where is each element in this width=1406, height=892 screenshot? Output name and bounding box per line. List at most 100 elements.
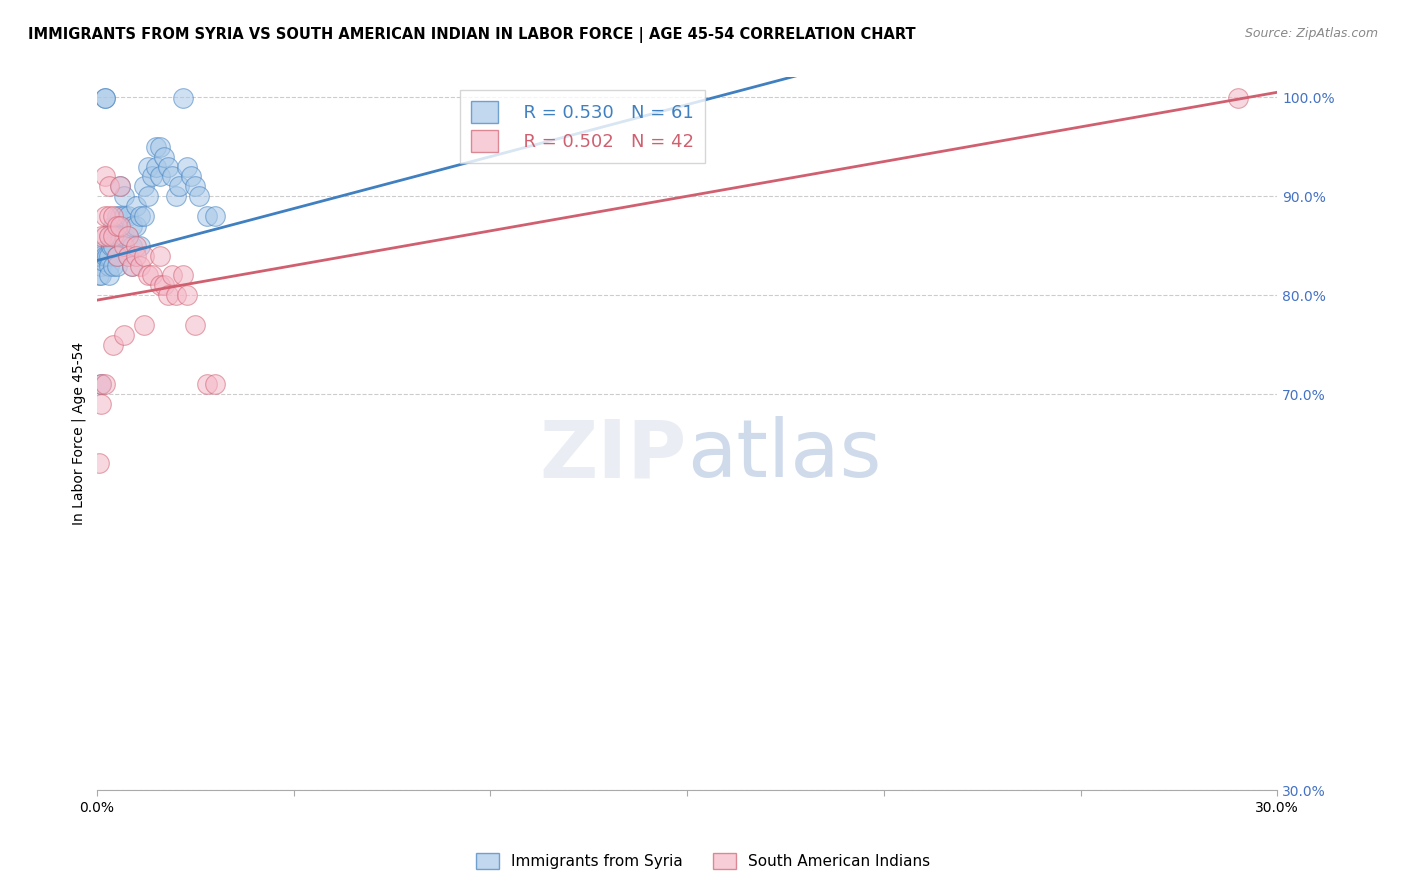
Point bbox=[184, 179, 207, 194]
Point bbox=[121, 219, 143, 233]
Point bbox=[93, 377, 115, 392]
Point bbox=[121, 238, 143, 252]
Point bbox=[105, 259, 128, 273]
Point bbox=[101, 238, 124, 252]
Point bbox=[93, 249, 115, 263]
Point bbox=[176, 288, 198, 302]
Point bbox=[97, 259, 120, 273]
Point bbox=[165, 189, 187, 203]
Point bbox=[97, 228, 120, 243]
Point bbox=[101, 219, 124, 233]
Point bbox=[105, 249, 128, 263]
Point bbox=[165, 288, 187, 302]
Point bbox=[93, 91, 115, 105]
Point bbox=[195, 209, 218, 223]
Point bbox=[160, 268, 183, 283]
Point bbox=[125, 199, 148, 213]
Point bbox=[125, 249, 148, 263]
Point bbox=[110, 179, 132, 194]
Point bbox=[136, 268, 159, 283]
Point bbox=[101, 209, 124, 223]
Point bbox=[1226, 91, 1249, 105]
Point bbox=[93, 228, 115, 243]
Point bbox=[87, 249, 110, 263]
Point bbox=[172, 91, 194, 105]
Point bbox=[145, 160, 167, 174]
Point bbox=[90, 228, 112, 243]
Point bbox=[152, 278, 174, 293]
Point bbox=[129, 238, 152, 252]
Point bbox=[90, 397, 112, 411]
Legend: Immigrants from Syria, South American Indians: Immigrants from Syria, South American In… bbox=[470, 847, 936, 875]
Point bbox=[87, 457, 110, 471]
Point bbox=[149, 169, 172, 184]
Point bbox=[149, 249, 172, 263]
Point bbox=[129, 209, 152, 223]
Point bbox=[141, 169, 163, 184]
Point bbox=[90, 259, 112, 273]
Point bbox=[97, 179, 120, 194]
Point bbox=[141, 268, 163, 283]
Point bbox=[132, 179, 155, 194]
Point bbox=[100, 238, 122, 252]
Point bbox=[87, 268, 110, 283]
Point bbox=[152, 150, 174, 164]
Legend:   R = 0.530   N = 61,   R = 0.502   N = 42: R = 0.530 N = 61, R = 0.502 N = 42 bbox=[460, 90, 706, 163]
Point bbox=[136, 160, 159, 174]
Point bbox=[112, 327, 135, 342]
Point bbox=[160, 169, 183, 184]
Point bbox=[101, 228, 124, 243]
Point bbox=[112, 238, 135, 252]
Point bbox=[110, 179, 132, 194]
Point bbox=[112, 209, 135, 223]
Y-axis label: In Labor Force | Age 45-54: In Labor Force | Age 45-54 bbox=[72, 343, 86, 525]
Point bbox=[97, 249, 120, 263]
Point bbox=[117, 228, 139, 243]
Point bbox=[125, 238, 148, 252]
Text: IMMIGRANTS FROM SYRIA VS SOUTH AMERICAN INDIAN IN LABOR FORCE | AGE 45-54 CORREL: IMMIGRANTS FROM SYRIA VS SOUTH AMERICAN … bbox=[28, 27, 915, 43]
Point bbox=[105, 228, 128, 243]
Point bbox=[90, 268, 112, 283]
Point bbox=[149, 139, 172, 153]
Point bbox=[156, 288, 179, 302]
Point bbox=[132, 318, 155, 332]
Point bbox=[117, 209, 139, 223]
Point bbox=[90, 249, 112, 263]
Point bbox=[91, 244, 114, 258]
Point bbox=[97, 228, 120, 243]
Point bbox=[121, 259, 143, 273]
Point bbox=[125, 219, 148, 233]
Point bbox=[105, 219, 128, 233]
Point bbox=[93, 91, 115, 105]
Point bbox=[117, 228, 139, 243]
Point bbox=[117, 249, 139, 263]
Point bbox=[90, 377, 112, 392]
Point bbox=[90, 377, 112, 392]
Text: Source: ZipAtlas.com: Source: ZipAtlas.com bbox=[1244, 27, 1378, 40]
Point bbox=[93, 209, 115, 223]
Point bbox=[204, 209, 226, 223]
Point bbox=[91, 253, 114, 268]
Point bbox=[93, 169, 115, 184]
Point bbox=[112, 228, 135, 243]
Point bbox=[149, 278, 172, 293]
Point bbox=[117, 249, 139, 263]
Point bbox=[172, 268, 194, 283]
Point bbox=[176, 160, 198, 174]
Point bbox=[180, 169, 202, 184]
Point bbox=[156, 160, 179, 174]
Point bbox=[204, 377, 226, 392]
Point bbox=[188, 189, 211, 203]
Point bbox=[184, 318, 207, 332]
Point bbox=[105, 209, 128, 223]
Text: atlas: atlas bbox=[688, 417, 882, 494]
Point bbox=[112, 189, 135, 203]
Point bbox=[195, 377, 218, 392]
Point bbox=[132, 249, 155, 263]
Point bbox=[169, 179, 191, 194]
Point bbox=[97, 209, 120, 223]
Point bbox=[101, 259, 124, 273]
Point bbox=[110, 228, 132, 243]
Point bbox=[97, 268, 120, 283]
Point bbox=[96, 249, 118, 263]
